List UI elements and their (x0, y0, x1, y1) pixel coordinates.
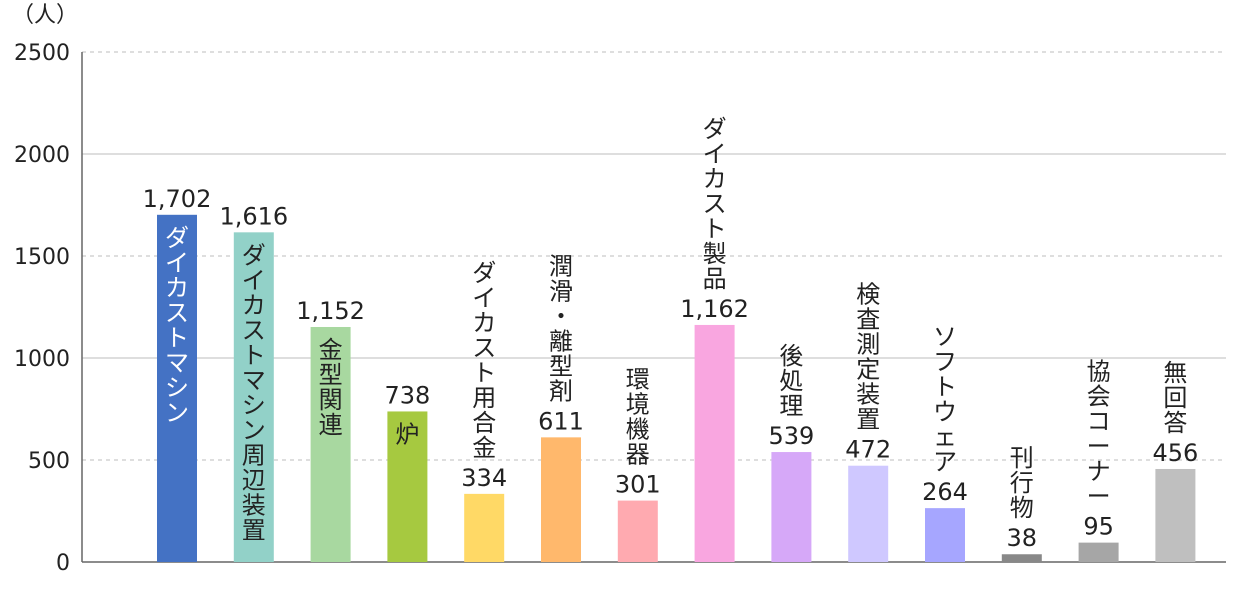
value-label: 1,152 (296, 297, 365, 325)
bar (848, 465, 889, 562)
bar (157, 214, 197, 563)
category-label: ダイカストマシン周辺装置 (242, 241, 266, 544)
bars (157, 214, 1196, 563)
value-label: 738 (384, 381, 430, 409)
bar (1001, 554, 1042, 562)
category-label: ダイカストマシン (165, 224, 189, 427)
y-axis-unit: （人） (12, 3, 78, 28)
category-label: 検査測定装置 (856, 281, 880, 434)
category-label: 無回答 (1163, 359, 1187, 437)
category-label: ダイカスト製品 (703, 115, 727, 293)
bar (771, 452, 812, 562)
y-tick-label: 1000 (14, 347, 70, 372)
bar (310, 326, 351, 562)
bar (694, 324, 735, 562)
category-label: 協会コーナー (1087, 358, 1111, 511)
value-label: 472 (845, 436, 891, 464)
bar (233, 232, 274, 562)
category-label: 炉 (395, 420, 419, 448)
value-label: 1,162 (680, 295, 749, 323)
value-label: 456 (1152, 439, 1198, 467)
y-tick-label: 500 (28, 449, 70, 474)
value-label: 539 (768, 422, 814, 450)
y-tick-label: 1500 (14, 245, 70, 270)
category-label: 金型関連 (319, 336, 343, 439)
bar (387, 411, 428, 562)
category-label: ソフトウェア (933, 323, 957, 476)
y-tick-label: 2000 (14, 143, 70, 168)
y-tick-label: 2500 (14, 41, 70, 66)
bar (1155, 468, 1196, 562)
value-label: 1,702 (143, 185, 212, 213)
bar (617, 500, 658, 562)
category-label: ダイカスト用合金 (472, 259, 496, 462)
category-label: 刊行物 (1010, 444, 1034, 522)
bar (464, 493, 505, 562)
bar (925, 508, 965, 562)
value-label: 264 (922, 478, 968, 506)
labels: 1,702 ダイカストマシン 1,616 ダイカストマシン周辺装置 1,152 金型関連 7… (143, 115, 1199, 552)
y-tick-label: 0 (56, 551, 70, 576)
value-label: 95 (1083, 513, 1114, 541)
value-label: 38 (1007, 524, 1038, 552)
category-label: 潤滑・離型剤 (549, 252, 573, 405)
category-label: 環境機器 (626, 366, 650, 469)
bar (1078, 542, 1119, 562)
value-label: 1,616 (219, 202, 288, 230)
value-label: 611 (538, 407, 584, 435)
category-label: 後処理 (779, 342, 803, 420)
value-label: 334 (461, 464, 507, 492)
y-tick-labels: 0 500 1000 1500 2000 2500 (14, 41, 70, 576)
bar (541, 437, 581, 562)
value-label: 301 (615, 471, 661, 499)
